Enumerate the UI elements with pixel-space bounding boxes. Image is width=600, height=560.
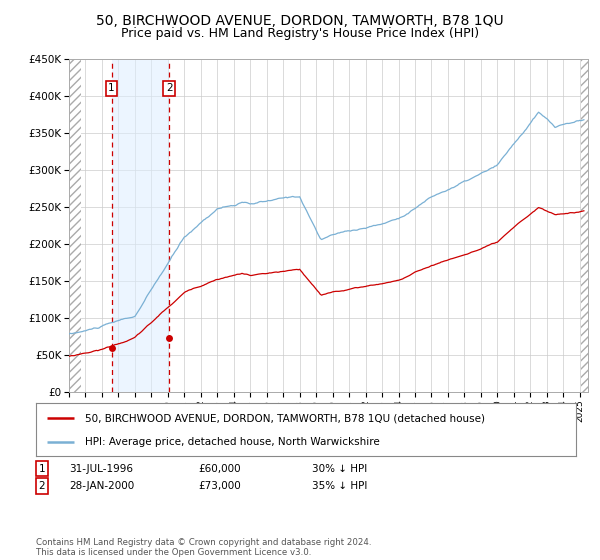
Text: 30% ↓ HPI: 30% ↓ HPI [312, 464, 367, 474]
Text: HPI: Average price, detached house, North Warwickshire: HPI: Average price, detached house, Nort… [85, 436, 379, 446]
Text: 35% ↓ HPI: 35% ↓ HPI [312, 481, 367, 491]
Text: £60,000: £60,000 [198, 464, 241, 474]
Text: 1: 1 [108, 83, 115, 94]
Text: Contains HM Land Registry data © Crown copyright and database right 2024.
This d: Contains HM Land Registry data © Crown c… [36, 538, 371, 557]
Text: £73,000: £73,000 [198, 481, 241, 491]
Bar [112, 59, 169, 392]
Text: 2: 2 [166, 83, 172, 94]
Text: 50, BIRCHWOOD AVENUE, DORDON, TAMWORTH, B78 1QU: 50, BIRCHWOOD AVENUE, DORDON, TAMWORTH, … [96, 14, 504, 28]
Text: Price paid vs. HM Land Registry's House Price Index (HPI): Price paid vs. HM Land Registry's House … [121, 27, 479, 40]
Text: 50, BIRCHWOOD AVENUE, DORDON, TAMWORTH, B78 1QU (detached house): 50, BIRCHWOOD AVENUE, DORDON, TAMWORTH, … [85, 413, 485, 423]
Bar [69, 59, 82, 392]
Text: 31-JUL-1996: 31-JUL-1996 [69, 464, 133, 474]
Text: 1: 1 [38, 464, 46, 474]
Bar [581, 59, 588, 392]
Text: 2: 2 [38, 481, 46, 491]
Text: 28-JAN-2000: 28-JAN-2000 [69, 481, 134, 491]
